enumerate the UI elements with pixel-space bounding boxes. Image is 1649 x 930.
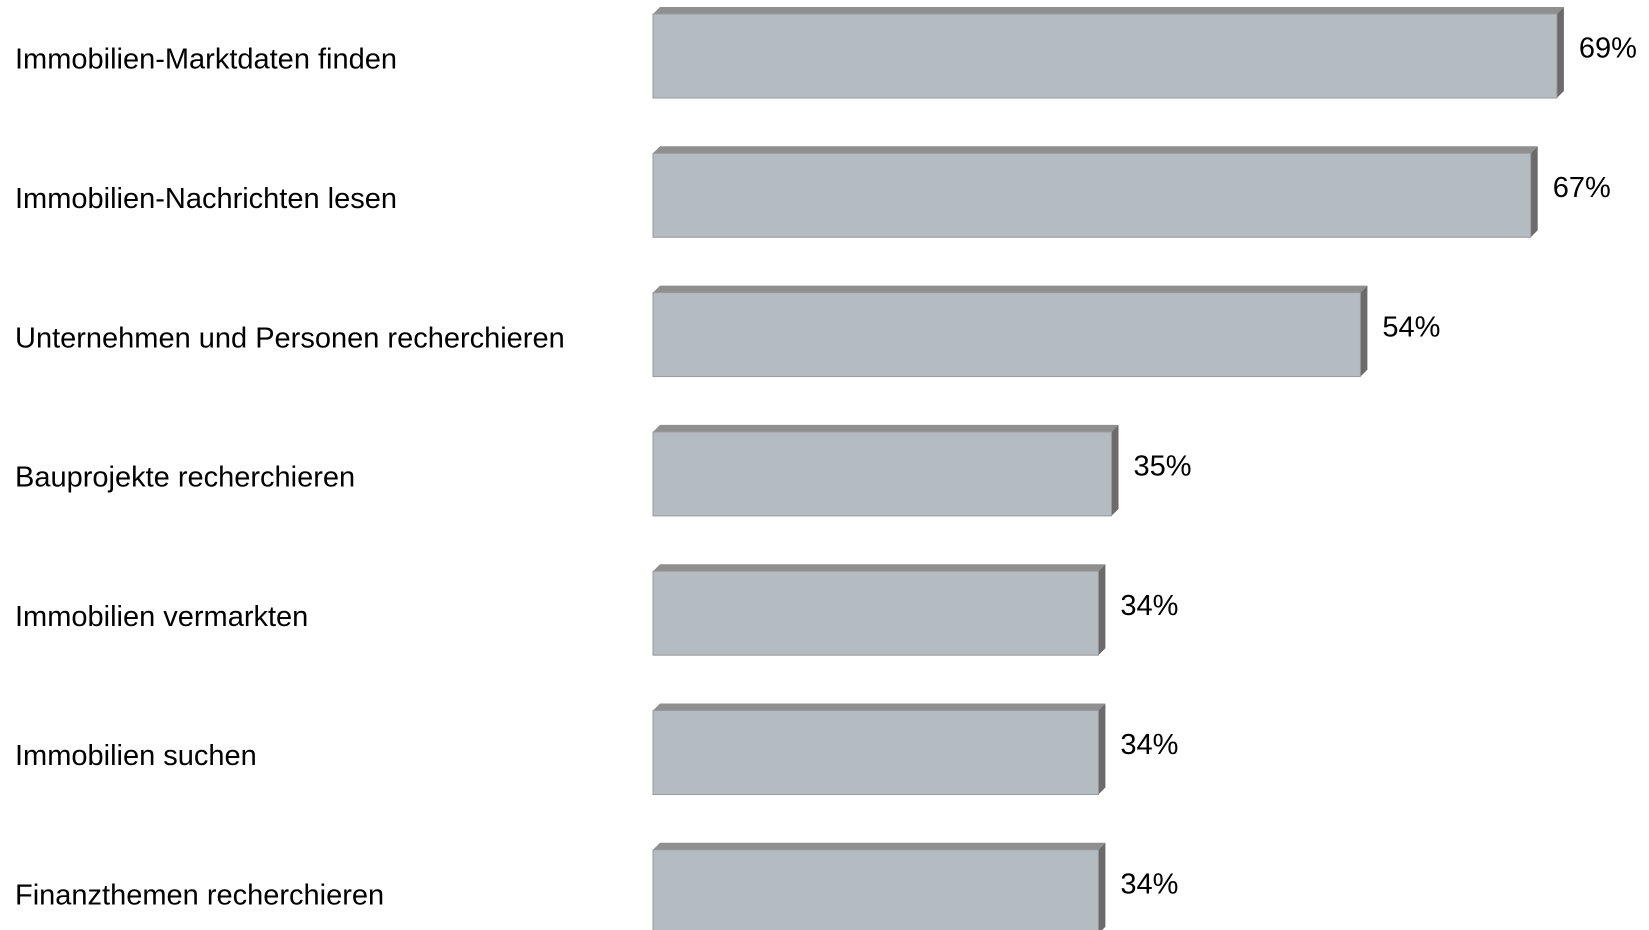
- bar-side: [1530, 146, 1538, 238]
- category-label: Bauprojekte recherchieren: [15, 462, 355, 494]
- bar-side: [1360, 285, 1368, 377]
- bar: [652, 13, 1558, 99]
- value-label: 34%: [1120, 729, 1178, 761]
- bar-top: [653, 703, 1106, 711]
- value-label: 35%: [1134, 451, 1192, 483]
- bar: [652, 431, 1112, 517]
- category-label: Immobilien vermarkten: [15, 601, 308, 633]
- category-label: Unternehmen und Personen recherchieren: [15, 322, 565, 354]
- bar-top: [653, 424, 1119, 432]
- category-label: Finanzthemen recherchieren: [15, 879, 384, 911]
- bar-top: [653, 7, 1564, 14]
- bar: [652, 710, 1099, 795]
- category-label: Immobilien-Nachrichten lesen: [15, 183, 397, 215]
- bar-top: [653, 146, 1538, 154]
- value-label: 54%: [1382, 311, 1440, 343]
- bar-top: [653, 564, 1106, 572]
- bar-side: [1111, 424, 1119, 516]
- bar-side: [1098, 564, 1106, 656]
- bar-top: [653, 285, 1368, 293]
- bar-side: [1556, 7, 1564, 98]
- bar-side: [1098, 842, 1106, 930]
- bar: [652, 292, 1361, 378]
- category-label: Immobilien-Marktdaten finden: [15, 44, 397, 76]
- value-label: 69%: [1579, 33, 1637, 65]
- bar-top: [653, 842, 1106, 850]
- category-label: Immobilien suchen: [15, 740, 257, 772]
- bar: [652, 849, 1099, 930]
- value-label: 34%: [1120, 590, 1178, 622]
- bar-side: [1098, 703, 1106, 795]
- bar: [652, 152, 1532, 238]
- value-label: 34%: [1120, 868, 1178, 900]
- bar: [652, 570, 1099, 656]
- value-label: 67%: [1553, 172, 1611, 204]
